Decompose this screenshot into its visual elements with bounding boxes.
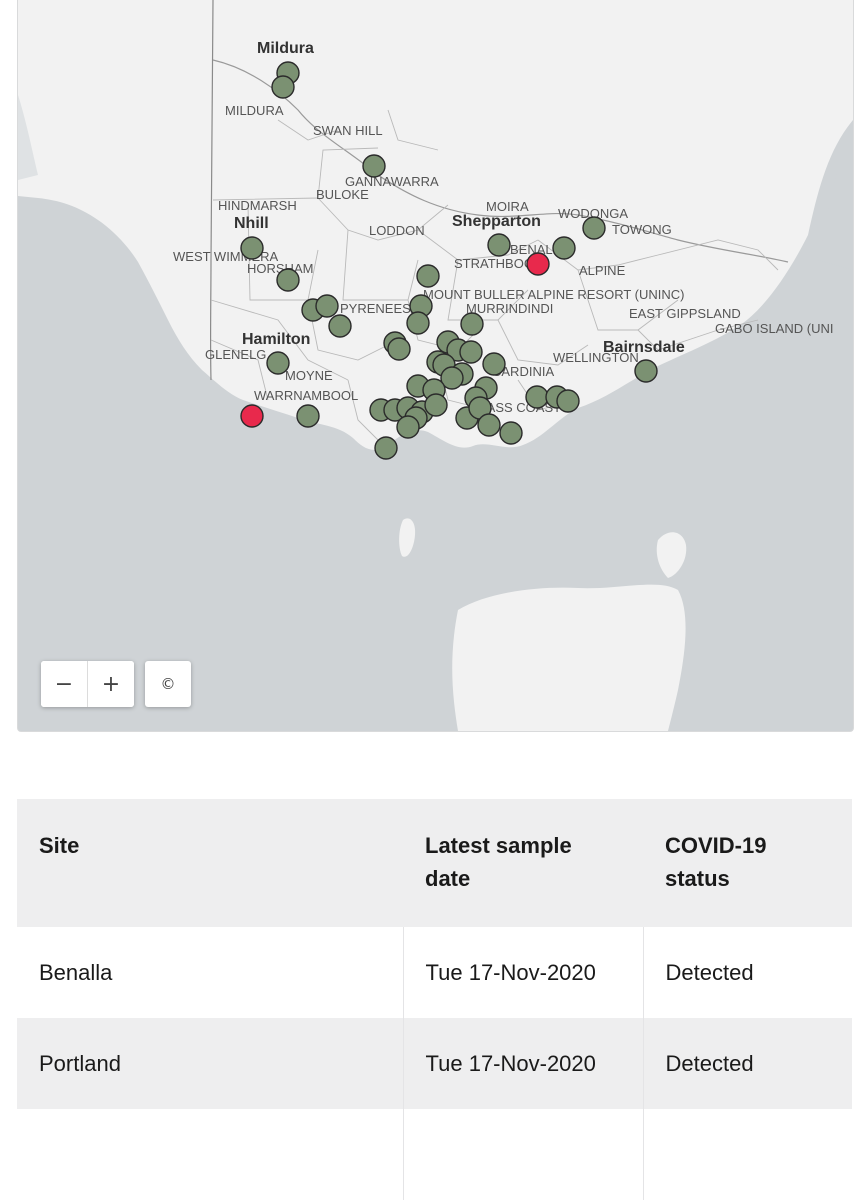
site-marker[interactable]	[387, 337, 411, 361]
place-label: Bairnsdale	[603, 339, 685, 356]
site-marker[interactable]	[396, 415, 420, 439]
tasmania-land	[452, 584, 686, 731]
flinders-island	[656, 532, 687, 578]
cell-site: Benalla	[17, 927, 404, 1018]
site-marker[interactable]	[328, 314, 352, 338]
region-label: CARDINIA	[492, 364, 554, 379]
zoom-out-button[interactable]: −	[41, 661, 87, 707]
cell-date: Tue 17-Nov-2020	[403, 1018, 644, 1109]
place-label: Hamilton	[242, 331, 310, 348]
king-island	[399, 518, 416, 557]
site-marker[interactable]	[525, 385, 549, 409]
eastern-sea-edge	[818, 120, 853, 270]
region-label: MILDURA	[225, 103, 284, 118]
column-header-site[interactable]: Site	[17, 799, 403, 927]
mainland-land	[18, 0, 853, 450]
region-label: HINDMARSH	[218, 198, 297, 213]
cell-status: Detected	[643, 927, 852, 1018]
region-label: MOYNE	[285, 368, 333, 383]
sites-table: Site Latest sample date COVID-19 status …	[17, 799, 852, 1200]
cell-site	[17, 1109, 404, 1200]
site-marker[interactable]	[459, 340, 483, 364]
map-canvas[interactable]: Mildura Nhill Shepparton Hamilton Bairns…	[18, 0, 853, 731]
region-label: STRATHBOGIE	[454, 256, 547, 271]
attribution-button[interactable]: ©	[145, 661, 191, 707]
site-marker[interactable]	[634, 359, 658, 383]
sites-table-container: Site Latest sample date COVID-19 status …	[17, 799, 852, 1200]
map-place-labels: Mildura Nhill Shepparton Hamilton Bairns…	[234, 40, 685, 356]
table-row: Portland Tue 17-Nov-2020 Detected	[17, 1018, 852, 1109]
state-border	[209, 0, 214, 381]
cell-date	[403, 1109, 644, 1200]
place-label: Shepparton	[452, 213, 541, 230]
cell-date: Tue 17-Nov-2020	[403, 927, 644, 1018]
site-marker[interactable]	[424, 393, 448, 417]
table-row	[17, 1109, 852, 1200]
site-marker-detected[interactable]	[526, 252, 550, 276]
region-label: MOIRA	[486, 199, 529, 214]
place-label: Nhill	[234, 215, 269, 232]
site-marker[interactable]	[582, 216, 606, 240]
zoom-in-button[interactable]: +	[87, 661, 134, 707]
map-controls: − + ©	[41, 661, 191, 707]
region-label: MOUNT BULLER ALPINE RESORT (UNINC)	[423, 287, 685, 302]
site-marker[interactable]	[240, 236, 264, 260]
site-marker[interactable]	[296, 404, 320, 428]
site-marker[interactable]	[315, 294, 339, 318]
murray-river-border	[212, 59, 789, 263]
region-label: GLENELG	[205, 347, 266, 362]
site-marker[interactable]	[460, 312, 484, 336]
region-label: SWAN HILL	[313, 123, 383, 138]
site-marker[interactable]	[266, 351, 290, 375]
site-marker[interactable]	[276, 268, 300, 292]
cell-status	[643, 1109, 852, 1200]
site-marker-detected[interactable]	[240, 404, 264, 428]
map-container[interactable]: Mildura Nhill Shepparton Hamilton Bairns…	[17, 0, 854, 732]
site-marker[interactable]	[477, 413, 501, 437]
cell-status: Detected	[643, 1018, 852, 1109]
site-marker[interactable]	[556, 389, 580, 413]
cell-site: Portland	[17, 1018, 404, 1109]
site-marker[interactable]	[406, 311, 430, 335]
region-label: MURRINDINDI	[466, 301, 553, 316]
site-marker[interactable]	[374, 436, 398, 460]
table-row: Benalla Tue 17-Nov-2020 Detected	[17, 927, 852, 1018]
region-label: LODDON	[369, 223, 425, 238]
column-header-date[interactable]: Latest sample date	[403, 799, 643, 927]
place-label: Mildura	[257, 40, 314, 57]
region-label: HORSHAM	[247, 261, 313, 276]
site-marker[interactable]	[440, 366, 464, 390]
site-marker[interactable]	[416, 264, 440, 288]
site-markers[interactable]	[240, 61, 658, 460]
site-marker[interactable]	[362, 154, 386, 178]
region-label: TOWONG	[612, 222, 672, 237]
site-marker[interactable]	[487, 233, 511, 257]
site-marker[interactable]	[552, 236, 576, 260]
region-label: WARRNAMBOOL	[254, 388, 358, 403]
western-land	[18, 95, 38, 180]
region-label: WODONGA	[558, 206, 628, 221]
table-header-row: Site Latest sample date COVID-19 status	[17, 799, 852, 927]
site-marker[interactable]	[482, 352, 506, 376]
region-label: GANNAWARRA	[345, 174, 439, 189]
site-marker[interactable]	[271, 75, 295, 99]
zoom-control: − +	[41, 661, 134, 707]
region-label: BULOKE	[316, 187, 369, 202]
region-label: WELLINGTON	[553, 350, 639, 365]
region-label: EAST GIPPSLAND	[629, 306, 741, 321]
region-label: GABO ISLAND (UNI	[715, 321, 833, 336]
region-label: ALPINE	[579, 263, 626, 278]
site-marker[interactable]	[499, 421, 523, 445]
region-label: PYRENEES	[340, 301, 411, 316]
column-header-status[interactable]: COVID-19 status	[643, 799, 852, 927]
